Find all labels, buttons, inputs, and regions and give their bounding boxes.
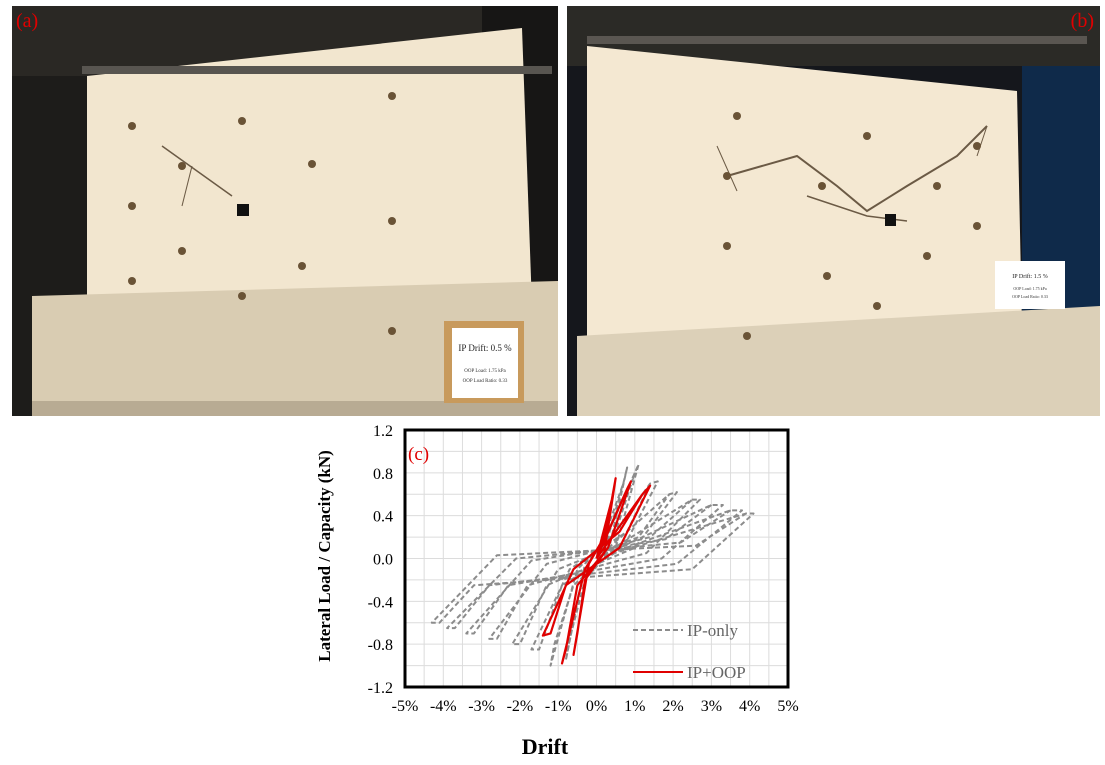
series-ip-oop [541, 477, 652, 665]
x-tick-label: 4% [739, 698, 760, 715]
x-tick-label: 5% [777, 698, 798, 715]
chart-legend: IP-only IP+OOP [633, 621, 746, 682]
placard-b-title: IP Drift: 1.5 % [1012, 273, 1047, 280]
x-tick-label: 3% [701, 698, 722, 715]
legend-label-ip-only: IP-only [687, 621, 739, 640]
x-tick-label: 1% [624, 698, 645, 715]
x-tick-label: -1% [545, 698, 572, 715]
y-tick-label: 1.2 [373, 423, 393, 440]
panel-label-c: (c) [408, 444, 429, 465]
y-tick-label: -0.4 [368, 594, 393, 611]
hysteresis-chart-svg: -5% -4% -3% -2% -1% 0% 1% 2% 3% 4% 5% -1.2 -0.8 -0.4 0… [315, 423, 799, 759]
y-tick-label: 0.0 [373, 552, 393, 569]
legend-label-ip-oop: IP+OOP [687, 663, 746, 682]
wall-photo-a-image: IP Drift: 0.5 % OOP Load: 1.75 kPa OOP L… [12, 6, 558, 416]
hysteresis-loop [541, 484, 652, 637]
x-tick-label: -4% [430, 698, 457, 715]
panel-label-b: (b) [1070, 10, 1094, 32]
plot-frame [403, 428, 790, 689]
x-tick-label: 0% [586, 698, 607, 715]
placard-a-line2: OOP Load Ratio: 0.33 [463, 379, 508, 384]
x-tick-label: -5% [392, 698, 419, 715]
test-photo-a: IP Drift: 0.5 % OOP Load: 1.75 kPa OOP L… [12, 6, 558, 416]
placard-b-line1: OOP Load: 1.75 kPa [1013, 286, 1046, 291]
hysteresis-loop [446, 509, 744, 630]
y-tick-label: -1.2 [368, 680, 393, 697]
chart-series [430, 463, 755, 667]
hysteresis-chart: -5% -4% -3% -2% -1% 0% 1% 2% 3% 4% 5% -1.2 -0.8 -0.4 0… [300, 418, 800, 760]
chart-ticks: -5% -4% -3% -2% -1% 0% 1% 2% 3% 4% 5% -1.2 -0.8 -0.4 0… [368, 423, 799, 715]
wall-photo-b-image: IP Drift: 1.5 % OOP Load: 1.75 kPa OOP L… [567, 6, 1100, 416]
y-axis-label: Lateral Load / Capacity (kN) [315, 450, 334, 662]
x-axis-label: Drift [522, 734, 569, 759]
panel-label-a: (a) [16, 10, 39, 32]
hysteresis-loop [465, 503, 724, 635]
placard-a-line1: OOP Load: 1.75 kPa [464, 369, 506, 374]
x-tick-label: -3% [468, 698, 495, 715]
placard-b-line2: OOP Load Ratio: 0.33 [1012, 294, 1048, 299]
x-tick-label: -2% [507, 698, 534, 715]
y-tick-label: 0.4 [373, 509, 393, 526]
hysteresis-loop [430, 512, 755, 624]
y-tick-label: 0.8 [373, 466, 393, 483]
test-photo-b: IP Drift: 1.5 % OOP Load: 1.75 kPa OOP L… [567, 6, 1100, 416]
placard-a-title: IP Drift: 0.5 % [458, 343, 512, 353]
y-tick-label: -0.8 [368, 637, 393, 654]
x-tick-label: 2% [662, 698, 683, 715]
